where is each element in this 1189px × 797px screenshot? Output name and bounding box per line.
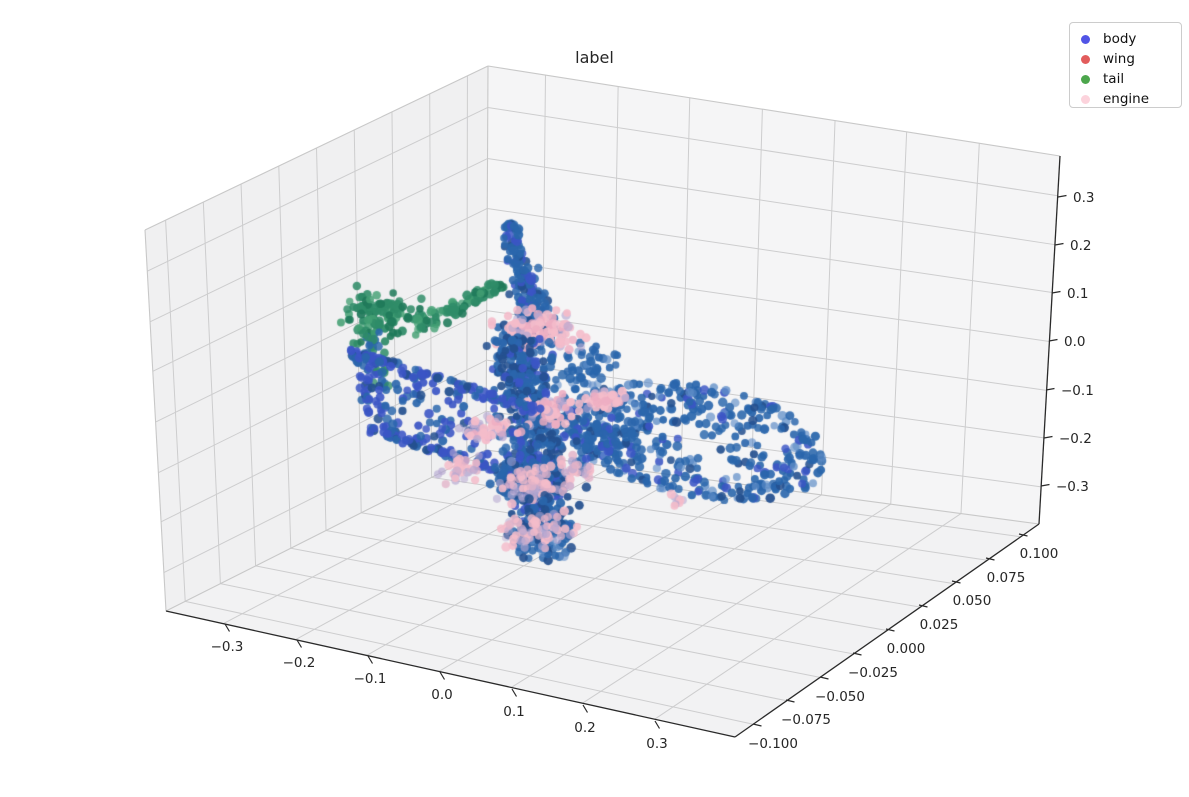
legend-box: body wing tail engine: [1069, 22, 1182, 108]
legend-label-engine: engine: [1103, 91, 1150, 107]
legend-item-body: body: [1070, 29, 1181, 49]
legend-marker-wing: [1081, 54, 1090, 64]
legend-item-engine: engine: [1070, 89, 1181, 109]
legend-marker-body: [1081, 34, 1090, 44]
legend-label-tail: tail: [1103, 71, 1125, 87]
legend-label-body: body: [1103, 31, 1137, 47]
legend-label-wing: wing: [1103, 51, 1135, 67]
legend-marker-engine: [1081, 94, 1090, 104]
legend-item-wing: wing: [1070, 49, 1181, 69]
legend-marker-tail: [1081, 74, 1090, 84]
chart-title: label: [575, 48, 614, 67]
legend-item-tail: tail: [1070, 69, 1181, 89]
